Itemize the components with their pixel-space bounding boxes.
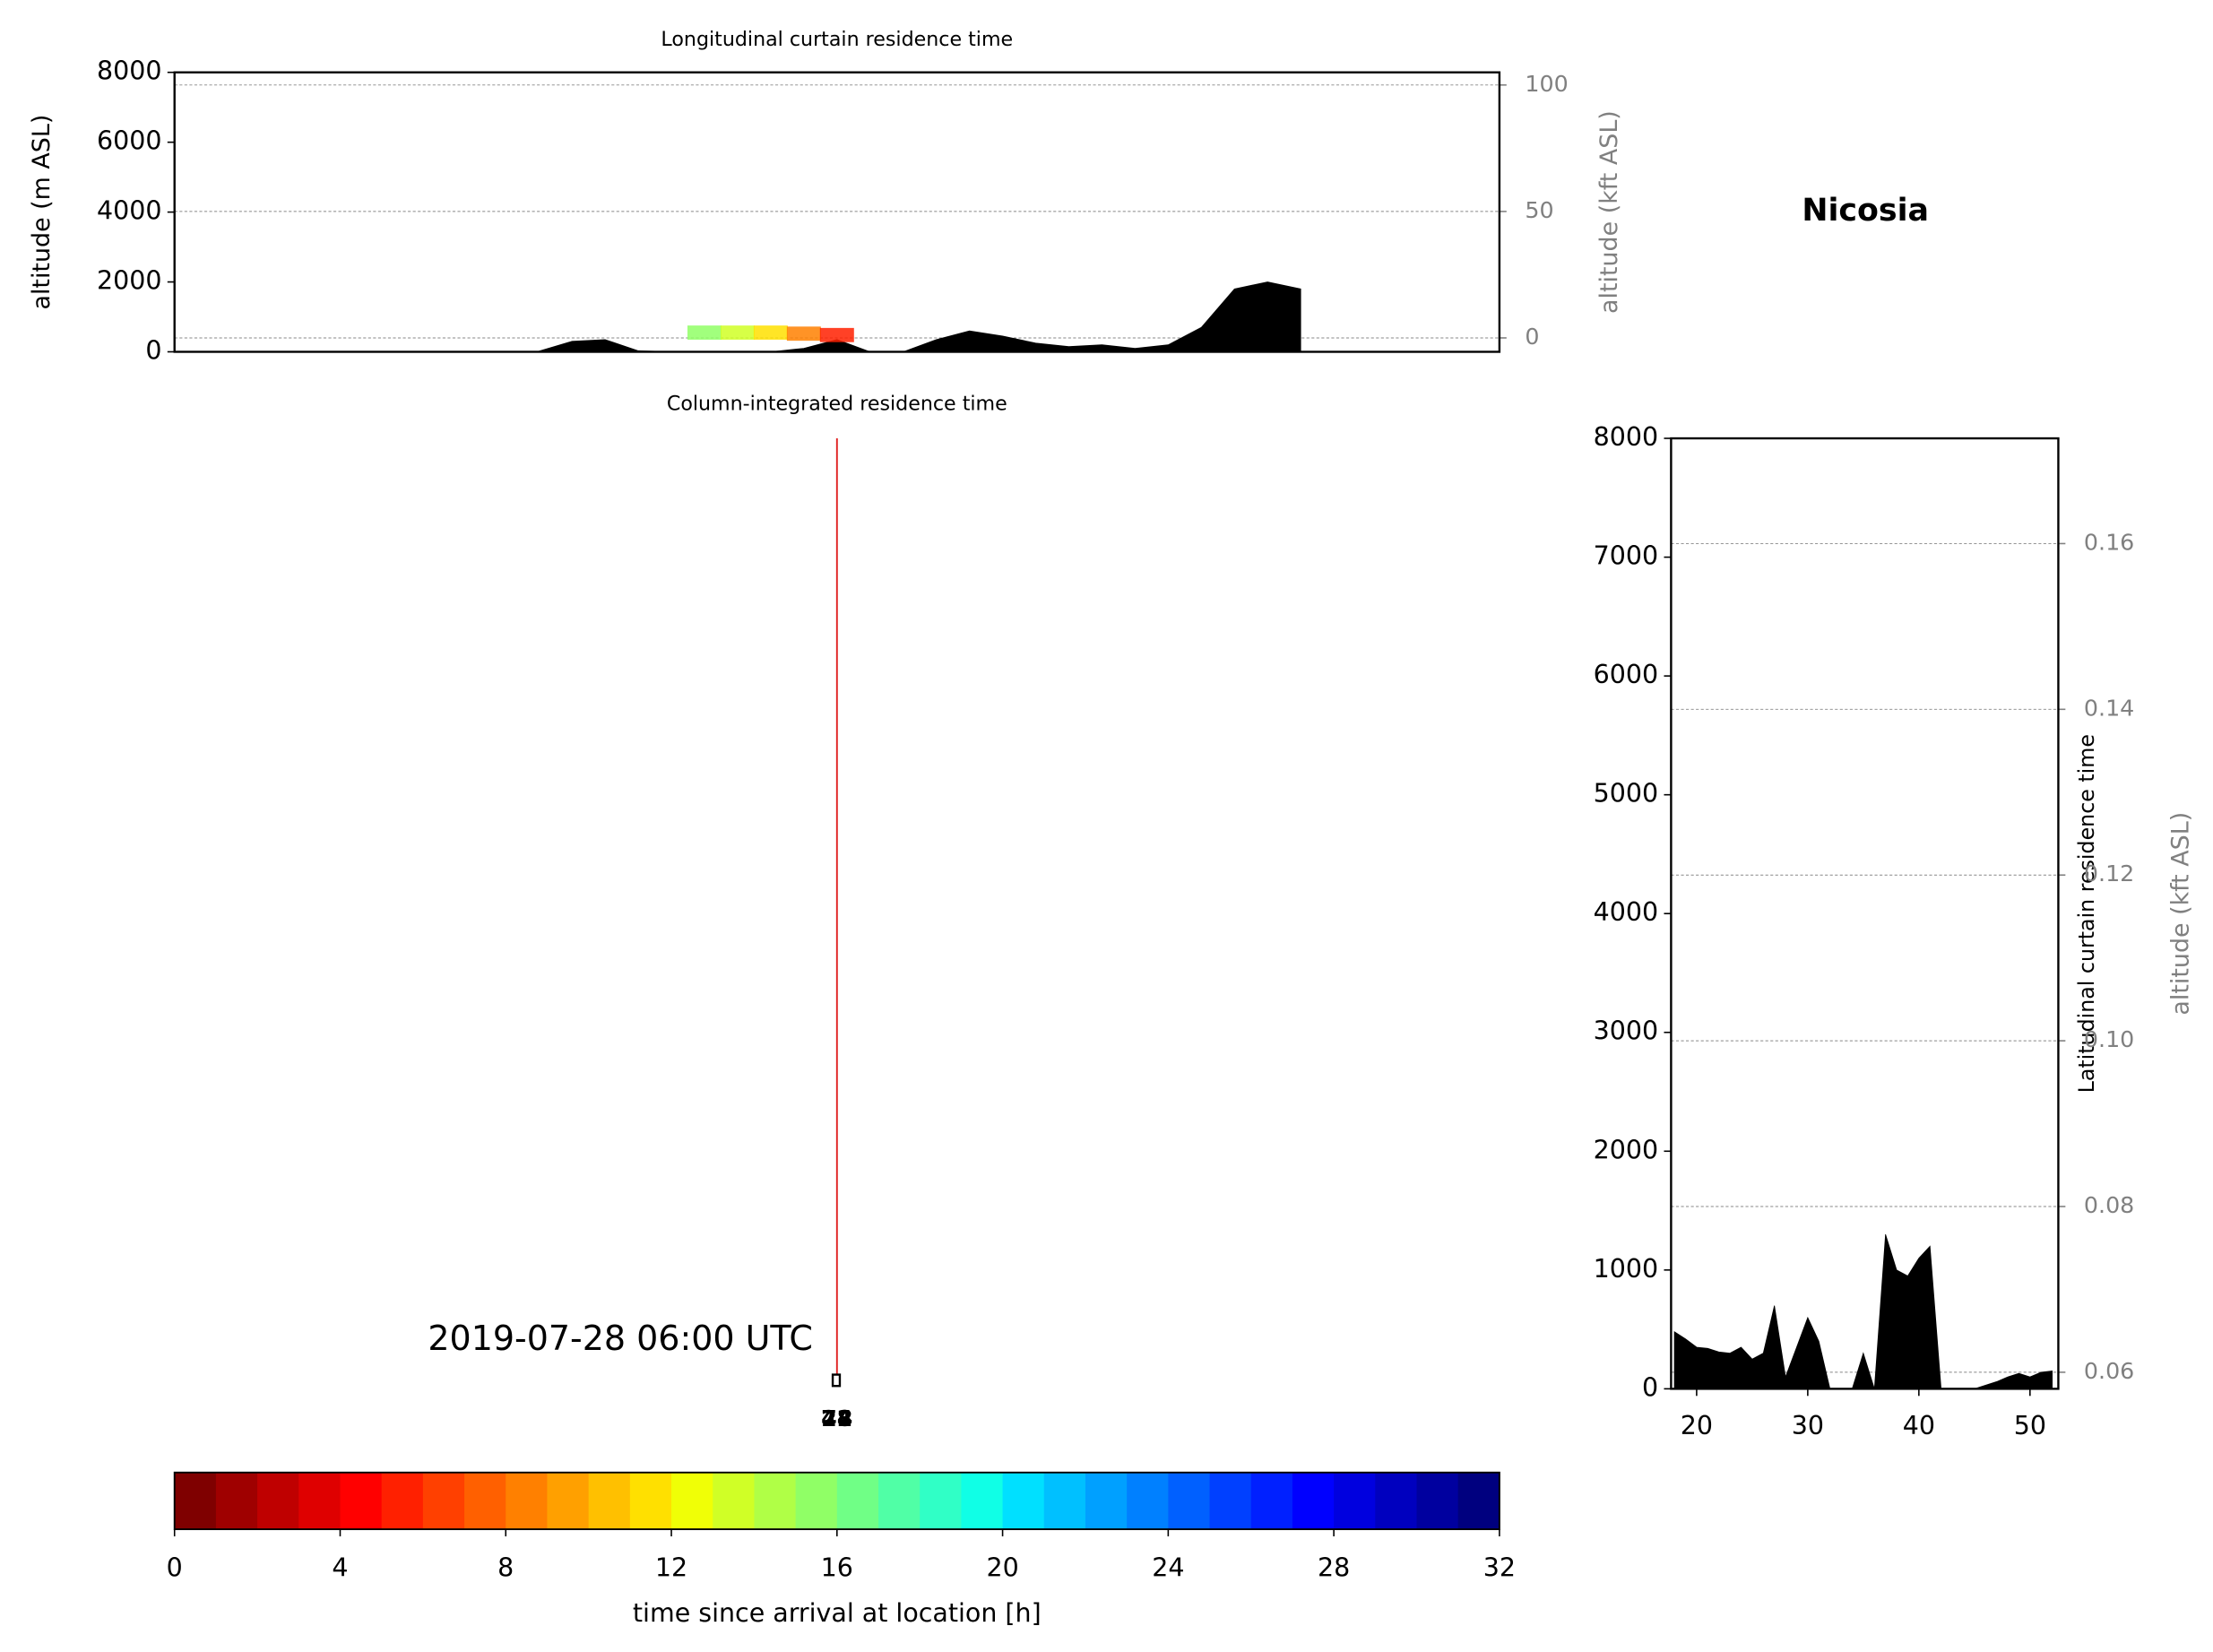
colorbar-bin bbox=[174, 1472, 217, 1530]
colorbar-bin bbox=[629, 1472, 672, 1530]
y2-axis-label: altitude (kft ASL) bbox=[1595, 110, 1623, 314]
colorbar-bin bbox=[1416, 1472, 1459, 1530]
trajectory-mark bbox=[753, 325, 788, 340]
colorbar-bin bbox=[506, 1472, 548, 1530]
x-tick-label: 32 bbox=[1483, 1553, 1516, 1582]
colorbar-bin bbox=[1043, 1472, 1086, 1530]
x-tick-label: 50 bbox=[2014, 1411, 2046, 1440]
colorbar-bin bbox=[1292, 1472, 1335, 1530]
figure-title: Nicosia bbox=[1802, 193, 1929, 229]
y2-tick-label: 0 bbox=[1525, 323, 1539, 350]
y2-tick-label: 0.10 bbox=[2084, 1025, 2134, 1052]
y2-tick-label: 0.12 bbox=[2084, 860, 2134, 887]
x-tick-label: 12 bbox=[655, 1553, 687, 1582]
x-tick-label: 8 bbox=[497, 1553, 514, 1582]
x-tick-label: 40 bbox=[1903, 1411, 1935, 1440]
colorbar-bin bbox=[836, 1472, 879, 1530]
trajectory-mark bbox=[720, 325, 755, 340]
x-tick-label: 20 bbox=[986, 1553, 1018, 1582]
y-tick-label: 2000 bbox=[97, 266, 161, 296]
y-tick-label: 6000 bbox=[1594, 660, 1658, 689]
y-tick-label: 8000 bbox=[1594, 422, 1658, 452]
colorbar-bin bbox=[298, 1472, 341, 1530]
colorbar-bin bbox=[1375, 1472, 1417, 1530]
y-axis-label: altitude (m ASL) bbox=[28, 115, 56, 310]
colorbar-bin bbox=[713, 1472, 755, 1530]
y-tick-label: 5000 bbox=[1594, 779, 1658, 809]
trajectory-mark bbox=[819, 327, 854, 342]
y2-axis-label: altitude (kft ASL) bbox=[2167, 812, 2195, 1016]
colorbar-bin bbox=[754, 1472, 797, 1530]
colorbar-bin bbox=[547, 1472, 590, 1530]
y-tick-label: 4000 bbox=[97, 196, 161, 226]
terrain-area bbox=[1673, 1233, 2053, 1389]
colorbar-bin bbox=[961, 1472, 1004, 1530]
time-marker-label: 72 bbox=[821, 1405, 852, 1431]
x-axis-label: time since arrival at location [h] bbox=[633, 1598, 1042, 1628]
y2-tick-label: 0.06 bbox=[2084, 1357, 2134, 1384]
colorbar-bin bbox=[1085, 1472, 1128, 1530]
x-tick-label: 4 bbox=[332, 1553, 348, 1582]
colorbar-bin bbox=[1334, 1472, 1376, 1530]
trajectory-mark bbox=[786, 326, 821, 342]
time-marker-label: 48 bbox=[821, 1405, 852, 1431]
colorbar-bin bbox=[1002, 1472, 1045, 1530]
y2-tick-label: 0.08 bbox=[2084, 1191, 2134, 1218]
location-marker bbox=[831, 1373, 842, 1388]
colorbar-bin bbox=[1250, 1472, 1293, 1530]
colorbar-bin bbox=[1127, 1472, 1169, 1530]
x-tick-label: 20 bbox=[1681, 1411, 1713, 1440]
y-tick-label: 3000 bbox=[1594, 1016, 1658, 1046]
trajectory-mark bbox=[687, 325, 722, 340]
colorbar-bin bbox=[215, 1472, 258, 1530]
y-tick-label: 8000 bbox=[97, 56, 161, 86]
y-tick-label: 6000 bbox=[97, 126, 161, 156]
y-tick-label: 1000 bbox=[1594, 1254, 1658, 1284]
colorbar-bin bbox=[257, 1472, 299, 1530]
colorbar-bin bbox=[1168, 1472, 1211, 1530]
chart-title: Column-integrated residence time bbox=[667, 393, 1007, 416]
y2-tick-label: 0.16 bbox=[2084, 528, 2134, 555]
chart-title: Latitudinal curtain residence time bbox=[2074, 734, 2099, 1093]
colorbar-bin bbox=[877, 1472, 921, 1530]
y2-tick-label: 0.14 bbox=[2084, 694, 2134, 721]
colorbar-bin bbox=[1209, 1472, 1252, 1530]
x-tick-label: 28 bbox=[1318, 1553, 1350, 1582]
colorbar-bin bbox=[464, 1472, 506, 1530]
time-marker-label: 24 bbox=[821, 1405, 852, 1431]
colorbar-bin bbox=[795, 1472, 838, 1530]
x-tick-label: 0 bbox=[167, 1553, 183, 1582]
colorbar-bin bbox=[920, 1472, 962, 1530]
colorbar-bin bbox=[671, 1472, 713, 1530]
y-tick-label: 7000 bbox=[1594, 541, 1658, 571]
y2-tick-label: 100 bbox=[1525, 70, 1568, 97]
colorbar-bin bbox=[422, 1472, 465, 1530]
colorbar-bin bbox=[340, 1472, 383, 1530]
y-tick-label: 0 bbox=[1642, 1372, 1658, 1402]
x-tick-label: 16 bbox=[821, 1553, 853, 1582]
colorbar-bin bbox=[1457, 1472, 1500, 1530]
x-tick-label: 24 bbox=[1152, 1553, 1184, 1582]
y-tick-label: 0 bbox=[145, 335, 161, 365]
chart-title: Longitudinal curtain residence time bbox=[661, 28, 1013, 51]
timestamp-annotation: 2019-07-28 06:00 UTC bbox=[428, 1319, 812, 1358]
x-tick-label: 30 bbox=[1792, 1411, 1824, 1440]
y-tick-label: 2000 bbox=[1594, 1135, 1658, 1164]
colorbar-bin bbox=[381, 1472, 424, 1530]
colorbar-bin bbox=[588, 1472, 631, 1530]
y2-tick-label: 50 bbox=[1525, 196, 1553, 223]
y-tick-label: 4000 bbox=[1594, 897, 1658, 927]
